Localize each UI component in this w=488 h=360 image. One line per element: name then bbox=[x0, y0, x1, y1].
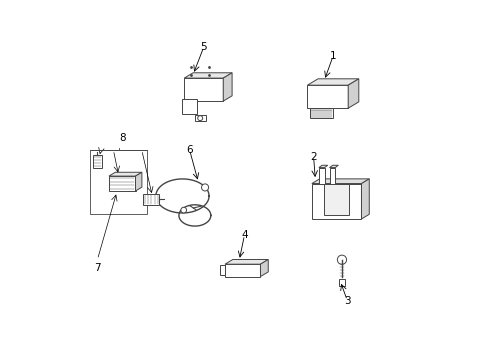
Polygon shape bbox=[224, 260, 268, 264]
Text: 1: 1 bbox=[329, 51, 336, 61]
Polygon shape bbox=[361, 179, 368, 219]
Polygon shape bbox=[347, 79, 358, 108]
Polygon shape bbox=[318, 165, 327, 168]
Polygon shape bbox=[324, 184, 348, 215]
Polygon shape bbox=[143, 194, 159, 205]
Text: 5: 5 bbox=[200, 42, 206, 52]
Polygon shape bbox=[307, 79, 358, 85]
Polygon shape bbox=[184, 78, 223, 101]
Bar bbox=[90, 150, 147, 214]
Polygon shape bbox=[311, 184, 361, 219]
Circle shape bbox=[181, 207, 186, 213]
Polygon shape bbox=[184, 73, 232, 78]
Polygon shape bbox=[219, 265, 224, 275]
Polygon shape bbox=[339, 279, 344, 285]
Polygon shape bbox=[329, 165, 338, 168]
Polygon shape bbox=[329, 168, 335, 184]
Text: 7: 7 bbox=[94, 263, 101, 273]
Text: 6: 6 bbox=[186, 145, 192, 155]
Polygon shape bbox=[195, 115, 205, 121]
Circle shape bbox=[337, 255, 346, 264]
Text: 2: 2 bbox=[310, 152, 316, 162]
Text: 4: 4 bbox=[241, 230, 247, 240]
Polygon shape bbox=[311, 179, 368, 184]
Polygon shape bbox=[318, 168, 324, 184]
Circle shape bbox=[201, 184, 208, 191]
Polygon shape bbox=[135, 172, 142, 191]
Polygon shape bbox=[223, 73, 232, 101]
Polygon shape bbox=[309, 108, 332, 118]
Polygon shape bbox=[307, 85, 347, 108]
Polygon shape bbox=[109, 176, 135, 191]
Polygon shape bbox=[93, 155, 102, 168]
Polygon shape bbox=[109, 172, 142, 176]
Text: 8: 8 bbox=[119, 133, 125, 143]
Polygon shape bbox=[224, 264, 260, 276]
Circle shape bbox=[197, 116, 202, 121]
Text: 3: 3 bbox=[343, 296, 350, 306]
Polygon shape bbox=[260, 260, 268, 276]
Polygon shape bbox=[182, 99, 196, 113]
